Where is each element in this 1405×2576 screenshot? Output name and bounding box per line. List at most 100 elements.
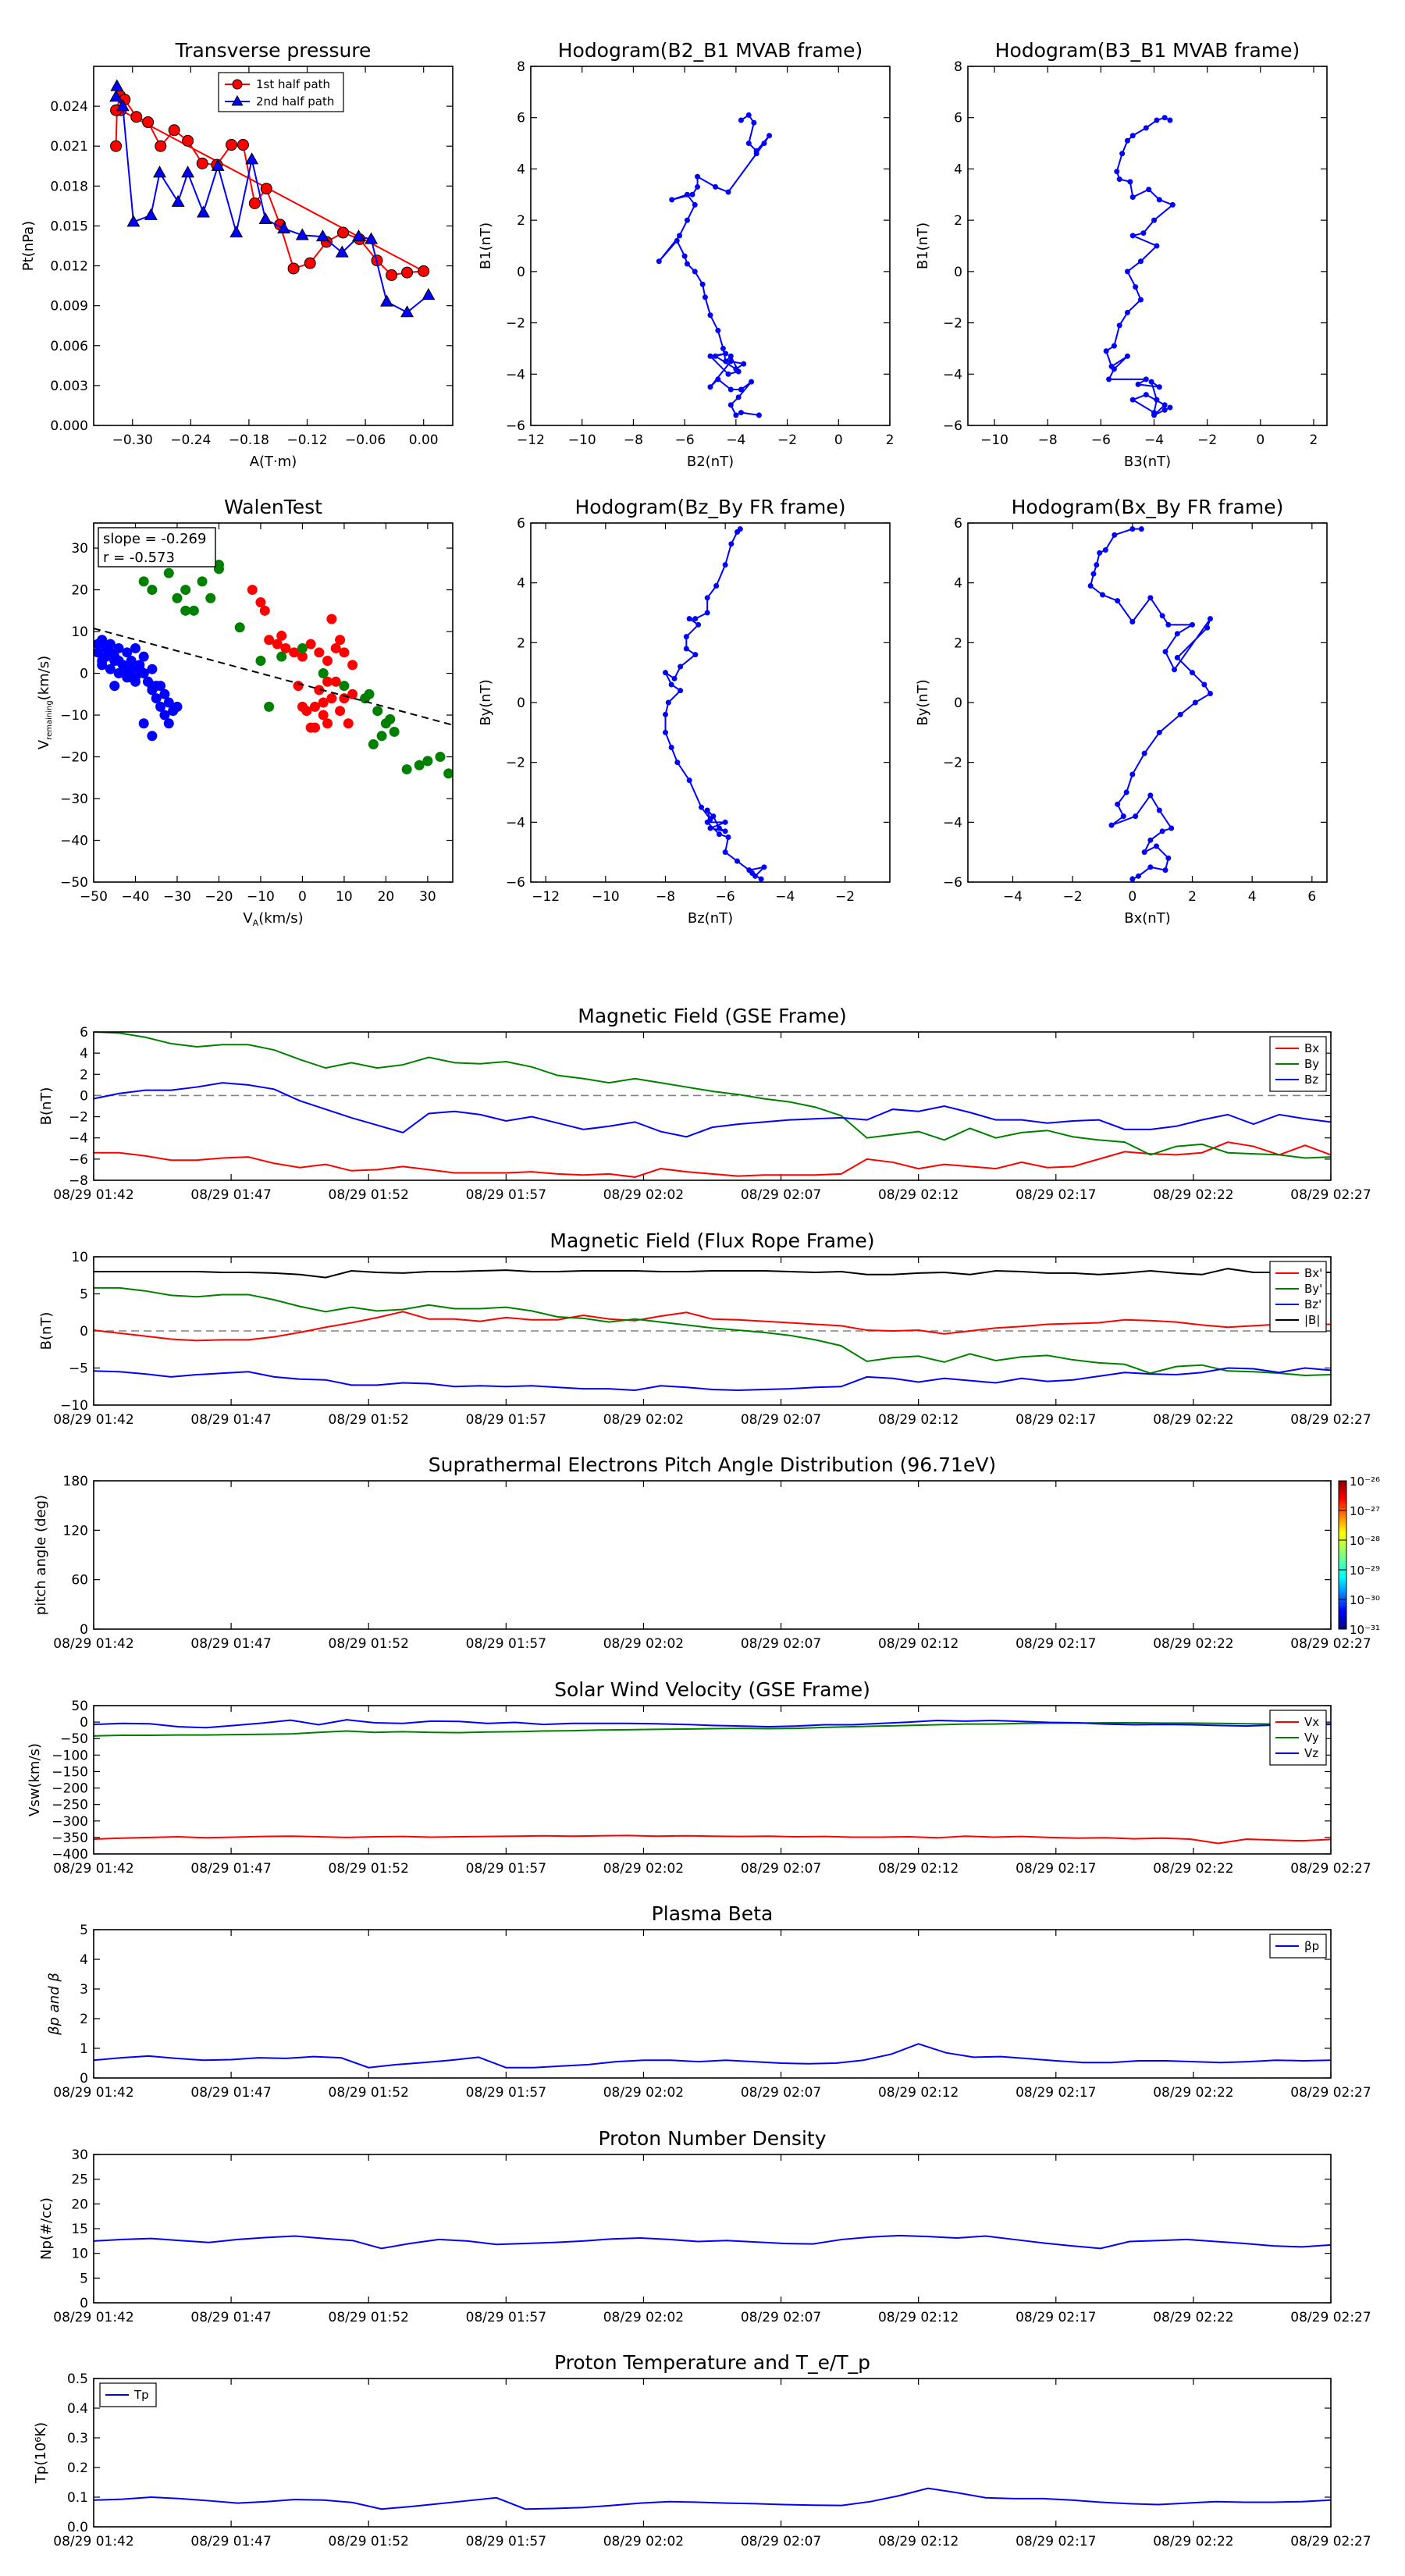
data-point — [710, 813, 717, 820]
data-point — [692, 616, 699, 622]
data-point — [155, 701, 166, 712]
x-tick-label: 0 — [1128, 889, 1136, 905]
panel-title: Suprathermal Electrons Pitch Angle Distr… — [429, 1453, 996, 1476]
x-axis-label: VA(km/s) — [243, 910, 303, 928]
data-point — [1106, 376, 1112, 382]
y-tick-label: 0.3 — [67, 2431, 88, 2446]
plot-border — [93, 1705, 1332, 1855]
y-axis-label: By(nT) — [915, 679, 931, 725]
data-point — [733, 412, 739, 418]
data-point — [295, 228, 309, 240]
data-point — [109, 90, 123, 102]
data-point — [728, 541, 735, 547]
data-point — [1192, 699, 1198, 706]
y-tick-label: −50 — [60, 1731, 88, 1747]
data-point — [1114, 169, 1120, 175]
y-tick-label: −4 — [943, 815, 962, 831]
panel-bgse: Magnetic Field (GSE Frame) −8 −6 −4 −2 0 2 4 6 08… — [38, 1005, 1371, 1203]
data-point — [725, 371, 731, 377]
data-point — [172, 592, 183, 603]
annotation-box — [98, 527, 216, 568]
data-point — [1094, 562, 1100, 568]
data-point — [1156, 807, 1162, 813]
data-point — [1154, 117, 1160, 123]
data-point — [1120, 813, 1126, 820]
time-tick-label: 08/29 02:17 — [1016, 1412, 1096, 1428]
data-point — [753, 151, 759, 157]
data-point — [400, 305, 414, 318]
colorbar-label: 10⁻²⁶ — [1350, 1475, 1380, 1489]
time-tick-label: 08/29 01:47 — [190, 2310, 271, 2325]
y-tick-label: −30 — [60, 792, 88, 807]
data-point — [1108, 822, 1115, 828]
data-point — [1129, 397, 1136, 403]
y-tick-label: −2 — [943, 316, 962, 332]
y-axis-label: Vremaining(km/s) — [36, 656, 54, 749]
data-point — [1116, 322, 1122, 329]
time-tick-label: 08/29 02:27 — [1290, 2085, 1371, 2101]
y-tick-label: 3 — [80, 1982, 88, 1998]
series-group — [94, 1719, 1331, 1845]
panel-title: Hodogram(B3_B1 MVAB frame) — [995, 39, 1300, 62]
series-1 — [109, 79, 436, 318]
data-point — [745, 141, 752, 147]
data-point — [315, 229, 329, 242]
time-tick-label: 08/29 02:07 — [741, 1636, 821, 1652]
data-point — [692, 652, 699, 658]
data-point — [727, 386, 734, 393]
time-tick-label: 08/29 01:42 — [53, 2310, 133, 2325]
data-point — [318, 697, 329, 708]
data-point — [422, 288, 436, 301]
panel-title: Hodogram(B2_B1 MVAB frame) — [558, 39, 863, 62]
data-point — [735, 858, 740, 864]
panel-pad: Suprathermal Electrons Pitch Angle Distr… — [33, 1453, 1380, 1652]
y-tick-label: −2 — [943, 756, 962, 771]
data-point — [751, 119, 757, 126]
y-tick-label: −4 — [943, 367, 962, 382]
data-point — [699, 281, 706, 287]
y-tick-label: −6 — [506, 418, 525, 434]
data-point — [727, 402, 734, 408]
legend-label: Vx — [1304, 1715, 1319, 1729]
y-tick-label: 120 — [63, 1523, 88, 1539]
y-tick-label: 0 — [80, 667, 88, 682]
data-point — [723, 358, 729, 365]
x-tick-label: −30 — [163, 889, 191, 905]
y-tick-label: 0.0 — [67, 2520, 88, 2535]
data-point — [380, 294, 393, 307]
y-tick-label: 30 — [71, 2147, 88, 2163]
y-tick-label: 30 — [71, 541, 88, 557]
data-point — [144, 208, 158, 220]
time-tick-label: 08/29 02:02 — [603, 1861, 684, 1877]
data-point — [337, 226, 350, 239]
data-point — [293, 681, 304, 692]
data-point — [1165, 621, 1172, 628]
data-point — [1097, 550, 1103, 556]
data-point — [376, 731, 387, 742]
data-point — [1135, 381, 1141, 387]
data-point — [347, 688, 358, 699]
series-line — [115, 86, 429, 314]
data-point — [715, 376, 721, 382]
data-point — [735, 394, 742, 400]
plot-border — [530, 66, 891, 426]
time-tick-label: 08/29 02:27 — [1290, 1636, 1371, 1652]
data-point — [304, 257, 316, 269]
data-point — [1124, 137, 1130, 144]
data-point — [717, 825, 722, 831]
panel-title: Hodogram(Bx_By FR frame) — [1012, 496, 1284, 518]
data-point — [105, 639, 116, 649]
data-point — [197, 576, 208, 587]
y-tick-label: −4 — [506, 367, 525, 382]
colorbar — [1338, 1480, 1347, 1630]
data-point — [211, 158, 225, 171]
data-point — [704, 819, 710, 825]
data-point — [702, 294, 708, 301]
data-point — [255, 597, 266, 608]
data-point — [1141, 849, 1147, 856]
panel-title: Hodogram(Bz_By FR frame) — [574, 496, 845, 518]
x-tick-label: −2 — [835, 889, 855, 905]
data-point — [1204, 624, 1211, 631]
data-point — [686, 616, 692, 622]
y-tick-label: 0.1 — [67, 2490, 88, 2506]
